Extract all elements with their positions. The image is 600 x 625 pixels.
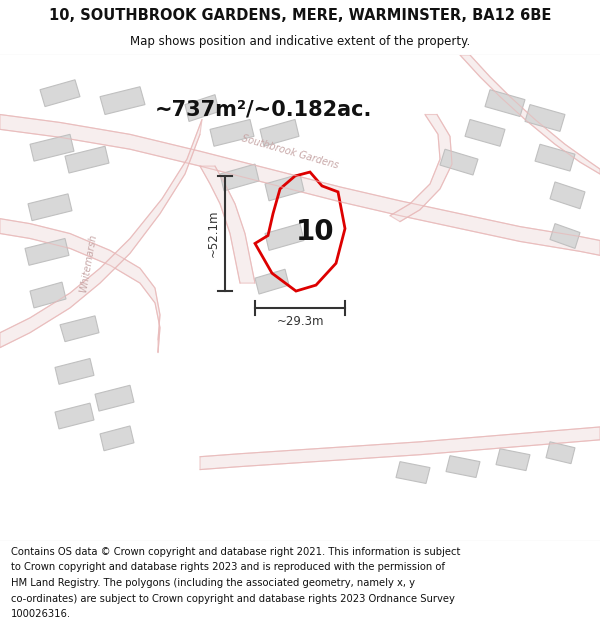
Polygon shape [485, 90, 525, 116]
Text: 10: 10 [296, 217, 334, 246]
Polygon shape [525, 104, 565, 131]
Polygon shape [210, 119, 254, 146]
Polygon shape [550, 182, 585, 209]
Polygon shape [0, 219, 160, 352]
Polygon shape [30, 134, 74, 161]
Polygon shape [465, 119, 505, 146]
Polygon shape [265, 174, 304, 201]
Polygon shape [265, 224, 304, 251]
Polygon shape [200, 166, 255, 283]
Text: Southbrook Gardens: Southbrook Gardens [241, 134, 340, 171]
Text: Map shows position and indicative extent of the property.: Map shows position and indicative extent… [130, 35, 470, 48]
Polygon shape [0, 114, 600, 256]
Polygon shape [535, 144, 575, 171]
Polygon shape [260, 119, 299, 146]
Text: 100026316.: 100026316. [11, 609, 71, 619]
Text: Contains OS data © Crown copyright and database right 2021. This information is : Contains OS data © Crown copyright and d… [11, 547, 460, 557]
Text: ~29.3m: ~29.3m [276, 315, 324, 328]
Text: ~52.1m: ~52.1m [206, 210, 220, 258]
Text: Whitemarsh: Whitemarsh [78, 233, 98, 293]
Polygon shape [28, 194, 72, 221]
Polygon shape [390, 114, 452, 222]
Polygon shape [185, 94, 219, 121]
Polygon shape [55, 359, 94, 384]
Polygon shape [0, 119, 202, 348]
Polygon shape [95, 385, 134, 411]
Polygon shape [220, 164, 259, 191]
Polygon shape [65, 146, 109, 173]
Polygon shape [460, 55, 600, 174]
Polygon shape [396, 462, 430, 484]
Polygon shape [40, 80, 80, 107]
Polygon shape [60, 316, 99, 342]
Polygon shape [546, 442, 575, 464]
Polygon shape [255, 269, 289, 294]
Polygon shape [55, 403, 94, 429]
Text: co-ordinates) are subject to Crown copyright and database rights 2023 Ordnance S: co-ordinates) are subject to Crown copyr… [11, 594, 455, 604]
Text: ~737m²/~0.182ac.: ~737m²/~0.182ac. [155, 99, 373, 119]
Polygon shape [100, 87, 145, 114]
Polygon shape [446, 456, 480, 478]
Polygon shape [30, 282, 66, 308]
Polygon shape [550, 224, 580, 248]
Polygon shape [100, 426, 134, 451]
Polygon shape [496, 449, 530, 471]
Polygon shape [200, 427, 600, 469]
Text: to Crown copyright and database rights 2023 and is reproduced with the permissio: to Crown copyright and database rights 2… [11, 562, 445, 572]
Text: 10, SOUTHBROOK GARDENS, MERE, WARMINSTER, BA12 6BE: 10, SOUTHBROOK GARDENS, MERE, WARMINSTER… [49, 8, 551, 23]
Text: HM Land Registry. The polygons (including the associated geometry, namely x, y: HM Land Registry. The polygons (includin… [11, 578, 415, 588]
Polygon shape [25, 239, 69, 265]
Polygon shape [440, 149, 478, 175]
